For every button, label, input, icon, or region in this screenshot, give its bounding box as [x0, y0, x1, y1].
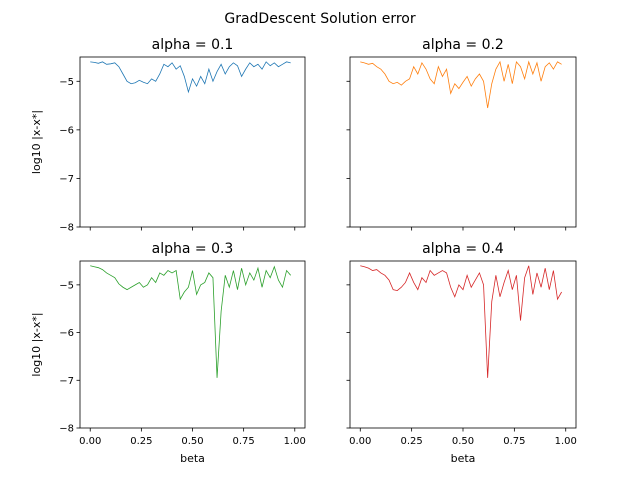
- series-line: [360, 60, 562, 109]
- y-tick-label: −8: [59, 223, 74, 234]
- subplot-2: alpha = 0.2: [346, 37, 577, 231]
- x-axis-label: beta: [451, 452, 476, 465]
- y-tick-label: −8: [59, 424, 74, 435]
- series-line: [90, 265, 291, 378]
- x-tick-label: 1.00: [555, 436, 577, 447]
- y-tick-label: −5: [59, 77, 74, 88]
- x-axis-label: beta: [180, 452, 205, 465]
- x-tick-label: 0.00: [79, 436, 101, 447]
- x-tick-label: 0.50: [181, 436, 203, 447]
- subplot-grid: −8 −7 −6 −5 alpha = 0.1 log10 |x-x*| alpha = 0…: [30, 37, 577, 465]
- x-tick-label: 0.25: [130, 436, 152, 447]
- x-tick-label: 0.50: [452, 436, 474, 447]
- x-tick-label: 0.75: [503, 436, 525, 447]
- subplot-4: 0.00 0.25 0.50 0.75 1.00 alpha = 0.4 beta: [346, 241, 577, 465]
- y-tick-label: −6: [59, 125, 74, 136]
- y-tick-label: −7: [59, 174, 74, 185]
- subplot-title: alpha = 0.4: [422, 241, 504, 257]
- subplot-title: alpha = 0.1: [152, 37, 234, 53]
- y-tick-label: −7: [59, 376, 74, 387]
- y-axis-label: log10 |x-x*|: [30, 312, 43, 376]
- y-tick-label: −5: [59, 280, 74, 291]
- series-line: [90, 61, 291, 94]
- series-line: [360, 265, 562, 378]
- subplot-3: 0.00 0.25 0.50 0.75 1.00 −8 −7 −6 −5 alpha = 0.3 b…: [30, 241, 306, 465]
- figure-suptitle: GradDescent Solution error: [224, 11, 416, 27]
- y-tick-label: −6: [59, 328, 74, 339]
- subplot-title: alpha = 0.2: [422, 37, 504, 53]
- x-tick-label: 0.25: [401, 436, 423, 447]
- x-tick-label: 0.00: [349, 436, 371, 447]
- x-tick-label: 1.00: [284, 436, 306, 447]
- subplot-1: −8 −7 −6 −5 alpha = 0.1 log10 |x-x*|: [30, 37, 306, 234]
- subplot-title: alpha = 0.3: [152, 241, 234, 257]
- y-axis-label: log10 |x-x*|: [30, 110, 43, 174]
- x-tick-label: 0.75: [233, 436, 255, 447]
